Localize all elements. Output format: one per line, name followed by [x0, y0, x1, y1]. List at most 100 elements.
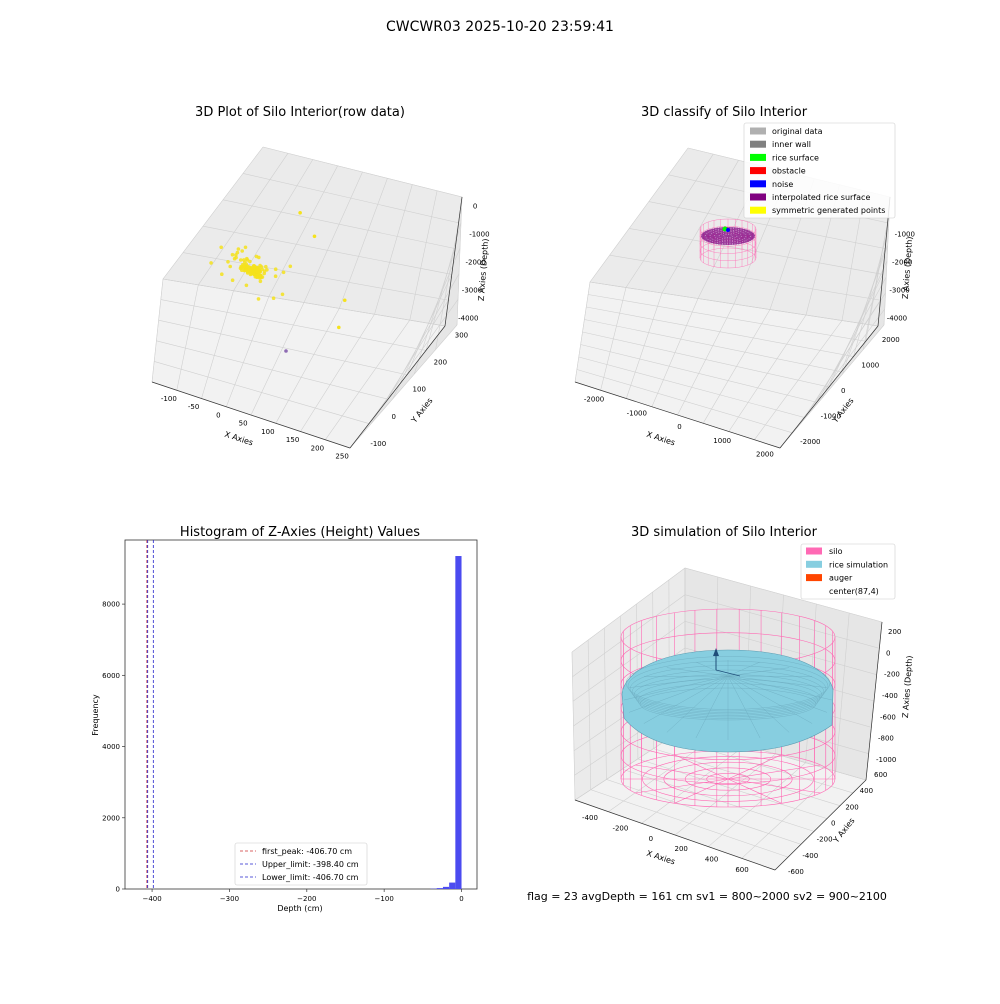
legend-label: rice simulation: [829, 560, 888, 569]
z-tick-label: 200: [888, 628, 901, 636]
x-tick-label: -50: [188, 403, 199, 411]
panel-simulation: 3D simulation of Silo Interior -400 -200 0…: [572, 525, 914, 876]
y-tick-label: 200: [434, 359, 447, 367]
legend-label: noise: [772, 180, 793, 189]
y-tick-label: 6000: [102, 672, 120, 680]
x-tick-label: −200: [297, 895, 316, 903]
scatter-point: [274, 274, 278, 278]
legend: first_peak: -406.70 cm Upper_limit: -398.…: [235, 843, 367, 885]
panel-classify: 3D classify of Silo Interior -2000-10000…: [575, 105, 915, 459]
scatter-point-outlier: [284, 349, 288, 353]
z-tick-label: -400: [882, 692, 898, 700]
y-axis-label: Y Axies: [409, 396, 435, 425]
z-axis-label: Z Axies (Depth): [901, 236, 914, 299]
x-tick-label: −300: [220, 895, 239, 903]
scatter-point: [240, 265, 244, 269]
y-tick-label: 100: [413, 386, 426, 394]
y-tick-label: 0: [116, 886, 120, 894]
x-axis-label: X Axies: [645, 430, 676, 448]
x-tick-label: 0: [216, 411, 220, 419]
x-axis-label: Depth (cm): [277, 904, 322, 913]
legend-swatch: [750, 141, 766, 148]
panel-histogram: Histogram of Z-Axies (Height) Values −40…: [91, 525, 477, 913]
y-tick-label: 0: [831, 820, 835, 828]
scatter-point: [337, 326, 341, 330]
scatter-point: [265, 268, 269, 272]
panel1-title: 3D Plot of Silo Interior(row data): [195, 105, 405, 120]
histogram-bar: [437, 888, 443, 889]
legend-label: symmetric generated points: [772, 206, 885, 215]
scatter-point: [298, 211, 302, 215]
scatter-point: [264, 265, 268, 269]
legend-label: auger: [829, 574, 853, 583]
panel4-title: 3D simulation of Silo Interior: [631, 525, 818, 540]
x-tick-label: 200: [311, 444, 324, 452]
scatter-point: [244, 246, 248, 250]
scatter-point: [289, 265, 293, 269]
z-tick-label: -1000: [876, 756, 896, 764]
z-tick-label: 0: [886, 649, 890, 657]
scatter-point: [255, 255, 259, 259]
legend-label: first_peak: -406.70 cm: [262, 847, 352, 856]
z-tick-label: -4000: [458, 315, 478, 323]
scatter-point: [233, 257, 237, 261]
legend-swatch: [750, 128, 766, 135]
z-tick-label: -4000: [887, 315, 907, 323]
plot-frame: [125, 540, 477, 889]
x-tick-label: -200: [612, 824, 628, 832]
panel-raw-data: 3D Plot of Silo Interior(row data) -100-…: [152, 105, 490, 461]
legend-label: Upper_limit: -398.40 cm: [262, 860, 359, 869]
scatter-point: [257, 297, 261, 301]
x-tick-label: −400: [142, 895, 161, 903]
y-axis-label: Frequency: [91, 694, 100, 736]
scatter-point: [228, 265, 232, 269]
scatter-point: [209, 261, 213, 265]
histogram-bar: [443, 887, 449, 889]
scatter-point: [281, 293, 285, 297]
legend-label: original data: [772, 127, 823, 136]
y-tick-label: -2000: [800, 438, 820, 446]
y-tick-label: 0: [841, 387, 845, 395]
x-tick-label: 100: [261, 428, 274, 436]
legend-label: obstacle: [772, 167, 806, 176]
scatter-point: [246, 258, 250, 262]
legend-label: center(87,4): [829, 587, 879, 596]
scatter-point: [248, 269, 252, 273]
z-tick-label: -1000: [469, 230, 489, 238]
scatter-point: [259, 280, 263, 284]
x-axis-label: X Axies: [223, 430, 254, 448]
scatter-point: [219, 246, 223, 250]
y-tick-label: 8000: [102, 601, 120, 609]
legend-swatch: [750, 207, 766, 214]
y-tick-label: 600: [874, 771, 887, 779]
legend-label: inner wall: [772, 140, 811, 149]
x-tick-label: -1000: [627, 409, 647, 417]
legend-swatch: [806, 574, 822, 581]
legend-label: interpolated rice surface: [772, 193, 870, 202]
legend-swatch: [750, 194, 766, 201]
y-tick-label: 1000: [861, 362, 879, 370]
y-axis-label: Y Axies: [830, 396, 856, 425]
scatter-point: [231, 253, 235, 257]
scatter-point: [313, 234, 317, 238]
scatter-point: [260, 268, 264, 272]
z-tick-label: -200: [884, 671, 900, 679]
x-tick-label: 200: [675, 845, 688, 853]
x-tick-label: 250: [335, 453, 348, 461]
scatter-point: [237, 247, 241, 251]
noise-point: [726, 228, 730, 232]
legend-swatch: [750, 154, 766, 161]
x-tick-label: 1000: [713, 437, 731, 445]
scatter-point: [259, 274, 263, 278]
x-tick-label: -2000: [584, 396, 604, 404]
x-tick-label: −100: [375, 895, 394, 903]
scatter-point: [245, 284, 249, 288]
scatter-point: [274, 267, 278, 271]
x-tick-label: 0: [649, 835, 653, 843]
scatter-point: [252, 273, 256, 277]
x-tick-label: 0: [459, 895, 463, 903]
scatter-point: [231, 278, 235, 282]
scatter-point: [272, 296, 276, 300]
scatter-point: [239, 258, 243, 262]
